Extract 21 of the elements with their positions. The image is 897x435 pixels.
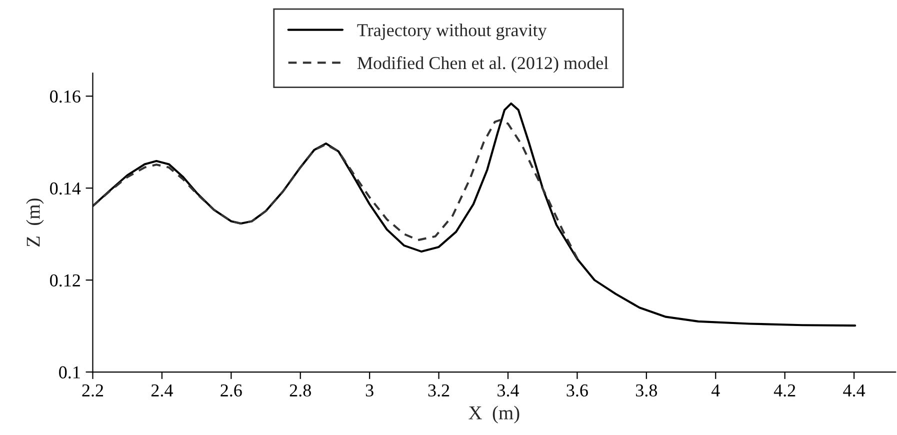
- x-tick-label: 4.4: [843, 384, 866, 397]
- legend-label: Modified Chen et al. (2012) model: [357, 56, 608, 73]
- x-tick-label: 3.2: [428, 384, 450, 397]
- y-tick-label: 0.1: [59, 366, 80, 379]
- line-series: [92, 119, 579, 260]
- y-tick-label: 0.12: [50, 274, 80, 287]
- x-tick-label: 4: [711, 384, 720, 396]
- y-tick-label: 0.16: [50, 90, 80, 103]
- x-tick-label: 3: [366, 384, 374, 397]
- x-tick-label: 2.4: [151, 384, 173, 397]
- x-tick-label: 2.2: [82, 384, 104, 397]
- x-tick-label: 2.8: [290, 384, 311, 397]
- x-tick-label: 3.6: [566, 384, 588, 397]
- x-tick-label: 3.8: [636, 384, 658, 397]
- x-tick-label: 2.6: [220, 384, 242, 397]
- y-axis-title: Z (m): [26, 198, 44, 246]
- y-tick-label: 0.14: [50, 182, 81, 195]
- legend-label: Trajectory without gravity: [357, 24, 547, 40]
- x-axis-title: X (m): [468, 406, 520, 424]
- x-tick-label: 4.2: [774, 384, 796, 397]
- x-tick-label: 3.4: [498, 384, 519, 397]
